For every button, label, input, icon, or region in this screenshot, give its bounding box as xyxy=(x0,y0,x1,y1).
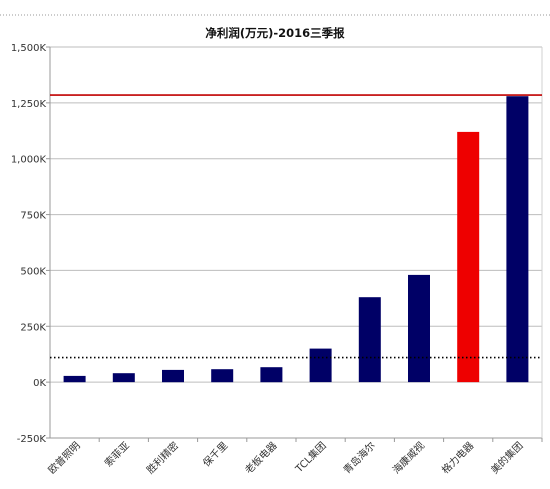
y-tick-label: 1,500K xyxy=(11,43,47,54)
x-tick-label: 索菲亚 xyxy=(102,439,132,469)
y-tick-label: -250K xyxy=(17,434,47,445)
bar xyxy=(358,297,381,383)
bar xyxy=(260,367,283,383)
y-tick-label: 0K xyxy=(33,378,46,389)
axis-layer xyxy=(46,46,543,442)
bar xyxy=(408,274,430,383)
bar xyxy=(162,369,184,383)
x-tick-label: 欧普照明 xyxy=(45,439,82,476)
x-tick-label: 保千里 xyxy=(200,439,230,469)
y-tick-label: 1,250K xyxy=(11,99,47,110)
bar-layer xyxy=(63,96,529,383)
bar xyxy=(211,369,234,383)
bar xyxy=(112,373,135,383)
x-tick-label: 美的集团 xyxy=(488,439,525,476)
x-tick-label: 青岛海尔 xyxy=(340,439,377,476)
x-tick-label: 老板电器 xyxy=(242,439,279,476)
bar xyxy=(506,96,529,383)
x-tick-label: 海康威视 xyxy=(390,439,427,476)
x-tick-label: 胜利精密 xyxy=(144,439,181,476)
x-tick-label: 格力电器 xyxy=(439,439,476,476)
x-tick-layer: 欧普照明 索菲亚 胜利精密 保千里 老板电器 TCL集团 青岛海尔 海康威视 格力电器 美的集团 xyxy=(45,439,525,476)
bar xyxy=(457,131,480,383)
bar xyxy=(63,375,86,383)
y-tick-layer: -250K 0K 250K 500K 750K 1,000K 1,250K 1,500K xyxy=(11,43,47,445)
grid-layer xyxy=(50,46,542,439)
y-tick-label: 500K xyxy=(20,266,46,277)
y-tick-label: 750K xyxy=(20,211,46,222)
bar xyxy=(309,348,332,383)
chart-title: 净利润(万元)-2016三季报 xyxy=(205,26,345,40)
x-tick-label: TCL集团 xyxy=(292,439,329,476)
y-tick-label: 250K xyxy=(20,322,46,333)
y-tick-label: 1,000K xyxy=(11,155,47,166)
reference-line-layer xyxy=(50,94,542,359)
